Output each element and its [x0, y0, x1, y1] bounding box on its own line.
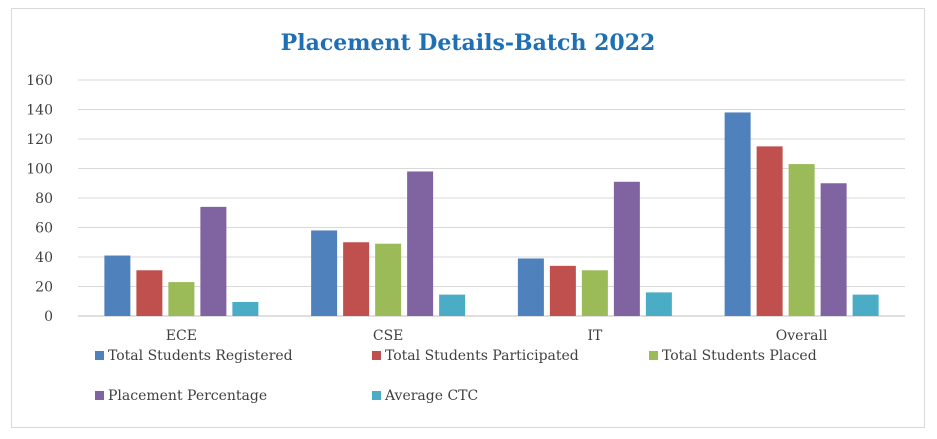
bar	[581, 270, 608, 316]
bar	[820, 183, 847, 316]
legend-label: Total Students Participated	[385, 348, 579, 364]
y-axis-ticks: 0 20 40 60 80 100 120 140 160	[26, 73, 53, 325]
bar	[232, 301, 259, 316]
legend-swatch	[95, 351, 104, 360]
y-tick-label: 140	[26, 103, 53, 119]
legend-swatch	[372, 351, 381, 360]
category-label: IT	[587, 328, 603, 344]
bar	[549, 265, 576, 316]
bar	[517, 258, 544, 316]
x-axis-categories: ECE CSE IT Overall	[166, 328, 828, 344]
bar	[343, 242, 370, 316]
bar	[311, 230, 338, 316]
bar	[439, 294, 466, 316]
category-label: ECE	[166, 328, 197, 344]
legend-swatch	[95, 391, 104, 400]
bar	[852, 294, 879, 316]
legend-swatch	[649, 351, 658, 360]
bar	[788, 164, 815, 316]
bar	[104, 255, 131, 316]
bar	[756, 146, 783, 316]
category-label: Overall	[776, 328, 828, 344]
bars	[104, 112, 879, 316]
bar	[375, 243, 402, 316]
legend-label: Total Students Registered	[108, 348, 293, 364]
legend: Total Students Registered Total Students …	[95, 348, 817, 404]
y-tick-label: 40	[35, 250, 53, 266]
bar	[168, 282, 195, 316]
bar	[724, 112, 751, 316]
chart-title: Placement Details-Batch 2022	[281, 30, 656, 56]
y-tick-label: 120	[26, 132, 53, 148]
y-tick-label: 0	[44, 309, 53, 325]
y-tick-label: 160	[26, 73, 53, 89]
bar	[407, 171, 434, 316]
bar	[200, 206, 227, 316]
category-label: CSE	[373, 328, 404, 344]
legend-label: Total Students Placed	[662, 348, 817, 364]
legend-swatch	[372, 391, 381, 400]
y-tick-label: 20	[35, 280, 53, 296]
legend-label: Average CTC	[384, 388, 478, 404]
y-tick-label: 60	[35, 221, 53, 237]
bar	[645, 292, 672, 316]
bar	[136, 270, 163, 316]
y-tick-label: 100	[26, 162, 53, 178]
bar	[613, 181, 640, 316]
y-tick-label: 80	[35, 191, 53, 207]
legend-label: Placement Percentage	[108, 388, 267, 404]
